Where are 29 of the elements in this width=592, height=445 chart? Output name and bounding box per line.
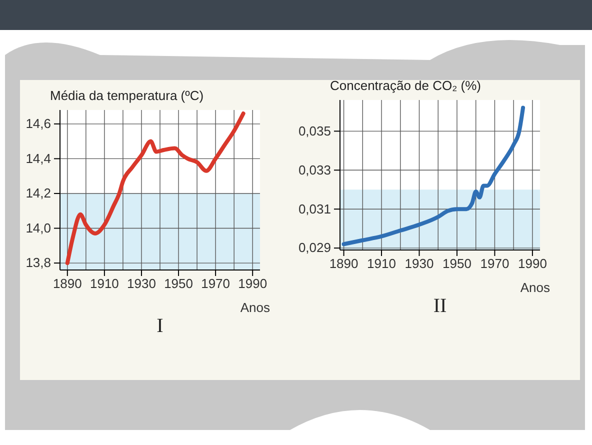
x-tick-label: 1890 <box>52 276 82 292</box>
x-axis-title: Anos <box>240 300 270 315</box>
x-tick-label: 1970 <box>201 276 230 292</box>
x-tick-label: 1970 <box>480 256 510 272</box>
line-series <box>65 111 246 266</box>
text: I <box>156 315 164 337</box>
x-tick-label: 1930 <box>404 256 434 272</box>
x-tick-label: 1910 <box>367 256 396 272</box>
x-tick-label: 1890 <box>329 256 358 272</box>
x-tick-label: 1950 <box>442 256 472 272</box>
y-tick-label: 14,0 <box>26 220 51 236</box>
y-tick-label: 0,031 <box>298 201 331 216</box>
y-tick-label: 14,2 <box>26 186 51 201</box>
x-tick-label: 1990 <box>238 276 268 292</box>
chart-title: Média da temperatura (ºC) <box>50 88 204 103</box>
y-tick-label: 0,029 <box>298 240 331 256</box>
x-tick-label: 1910 <box>90 276 119 292</box>
text: II <box>433 295 447 317</box>
x-tick-label: 1950 <box>164 276 193 292</box>
chart-title: Concentração de CO₂ (%) <box>330 78 481 93</box>
x-axis-title: Anos <box>520 280 550 295</box>
y-tick-label: 14,4 <box>26 150 51 166</box>
y-tick-label: 14,6 <box>26 116 51 132</box>
y-tick-label: 0,035 <box>298 123 331 138</box>
x-tick-label: 1930 <box>127 276 156 292</box>
y-tick-label: 13,8 <box>26 255 51 270</box>
y-tick-label: 0,033 <box>298 162 331 178</box>
line-series <box>342 106 526 246</box>
x-tick-label: 1990 <box>518 256 547 272</box>
